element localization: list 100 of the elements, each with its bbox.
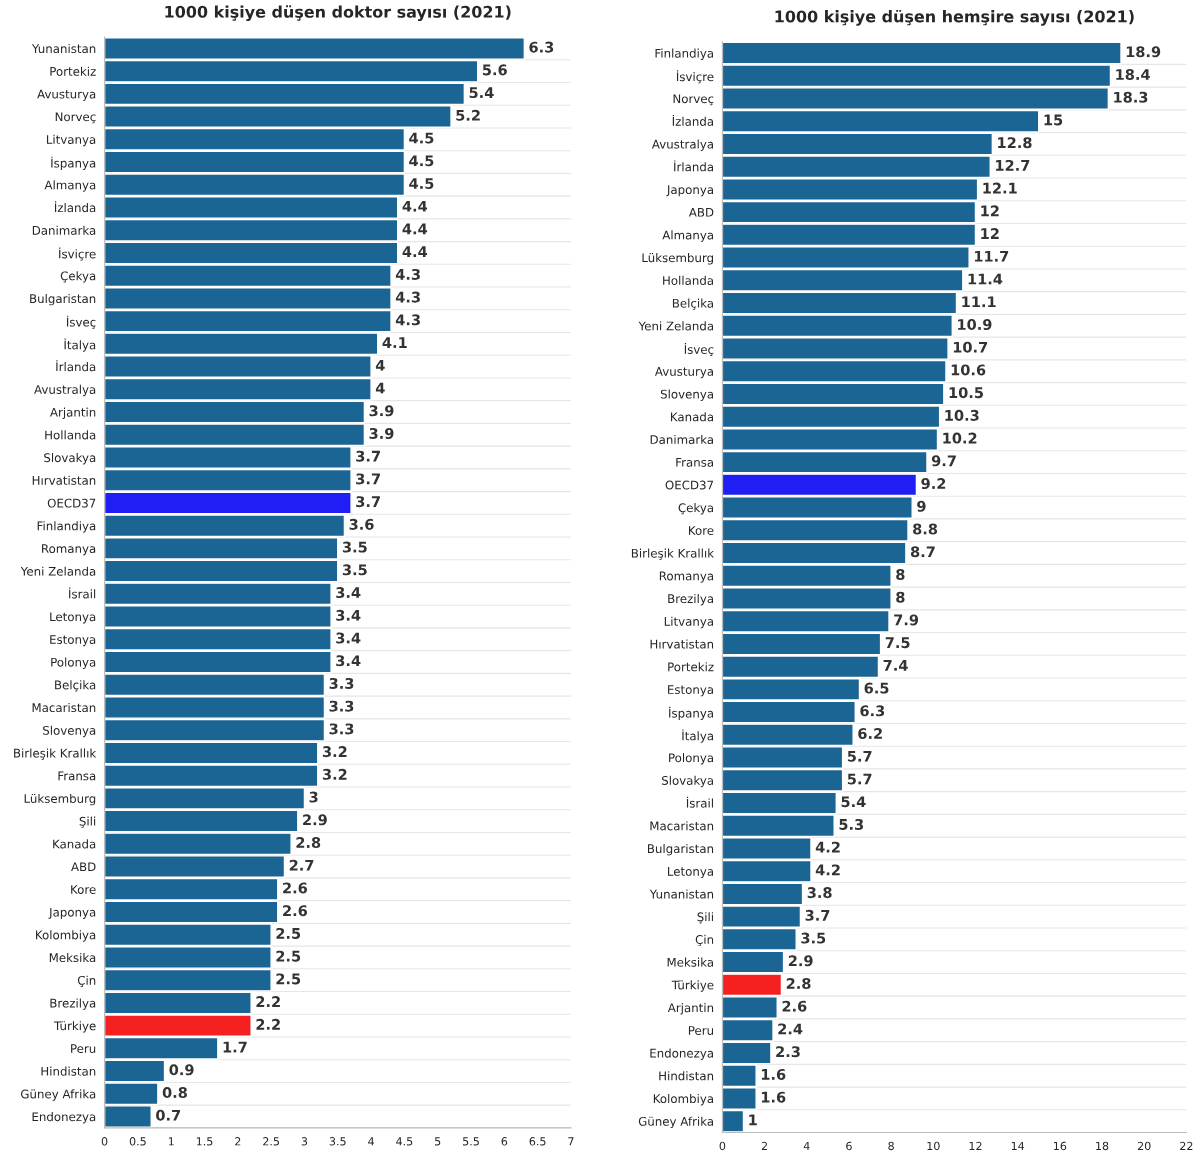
y-tick-label: İrlanda <box>56 360 96 372</box>
data-label: 4.3 <box>395 268 420 280</box>
y-tick-label: Kolombiya <box>36 930 96 942</box>
x-tick-label: 6 <box>846 1141 852 1151</box>
data-label: 3.7 <box>356 496 380 508</box>
y-tick-label: Norveç <box>55 112 96 124</box>
y-tick-label: Çin <box>695 934 714 947</box>
y-tick-label: Lüksemburg <box>24 793 96 806</box>
y-tick-label: OECD37 <box>665 480 714 490</box>
y-tick-label: ABD <box>71 862 96 872</box>
y-tick-label: Endonezya <box>32 1112 96 1124</box>
y-tick-label: İzlanda <box>672 114 713 126</box>
y-tick-label: Letonya <box>668 867 713 879</box>
data-label: 18.9 <box>1126 46 1161 58</box>
data-label: 9.2 <box>921 478 946 490</box>
data-label: 4.3 <box>395 291 420 303</box>
y-tick-label: Yeni Zelanda <box>20 566 96 576</box>
x-tick-label: 4.5 <box>396 1137 413 1146</box>
y-tick-label: İsveç <box>67 315 96 329</box>
data-label: 10.6 <box>951 364 986 376</box>
data-label: 0.9 <box>169 1064 194 1076</box>
data-label: 4.5 <box>409 155 434 167</box>
x-tick-label: 22 <box>1180 1141 1193 1150</box>
x-tick-label: 2 <box>235 1137 241 1146</box>
x-tick-label: 10 <box>927 1141 940 1151</box>
y-tick-label: OECD37 <box>47 498 96 508</box>
data-label: 3.6 <box>349 518 374 530</box>
data-label: 5.7 <box>847 750 872 762</box>
y-tick-label: Lüksemburg <box>642 253 713 265</box>
x-tick-label: 18 <box>1096 1141 1109 1151</box>
y-tick-label: Yunanistan <box>649 889 714 899</box>
y-tick-label: Hindistan <box>41 1066 96 1076</box>
data-label: 11.4 <box>968 273 1003 285</box>
y-tick-label: İzlanda <box>54 201 96 213</box>
y-tick-label: Meksika <box>49 952 96 963</box>
x-tick-label: 16 <box>1053 1141 1067 1151</box>
y-tick-label: Belçika <box>55 680 96 692</box>
y-tick-label: İsviçre <box>676 70 714 84</box>
y-tick-label: Çin <box>77 975 96 987</box>
x-tick-label: 1.5 <box>196 1137 213 1146</box>
data-label: 4.1 <box>382 337 407 348</box>
x-tick-label: 20 <box>1137 1141 1151 1151</box>
y-tick-label: Finlandiya <box>655 48 713 60</box>
data-label: 4.5 <box>409 178 434 189</box>
y-tick-label: Şili <box>79 816 96 828</box>
data-label: 3.5 <box>342 564 367 576</box>
y-tick-label: Birleşik Krallık <box>14 748 97 760</box>
y-tick-label: Güney Afrika <box>20 1089 96 1101</box>
y-tick-label: Estonya <box>668 685 713 697</box>
data-label: 5.7 <box>847 773 872 785</box>
y-tick-label: İsrail <box>686 796 713 808</box>
data-label: 4.2 <box>815 841 840 853</box>
data-label: 4.4 <box>402 200 428 212</box>
data-label: 5.3 <box>839 818 864 830</box>
data-label: 3.3 <box>329 677 354 689</box>
y-tick-label: Hindistan <box>659 1071 714 1081</box>
y-tick-label: Bulgaristan <box>648 843 714 856</box>
data-label: 2.5 <box>276 950 301 962</box>
data-label: 10.3 <box>945 409 979 421</box>
data-label: 3.4 <box>336 609 361 621</box>
x-tick-label: 14 <box>1011 1141 1025 1150</box>
data-label: 3.2 <box>322 768 347 780</box>
data-label: 4.3 <box>395 314 420 326</box>
y-tick-label: Brezilya <box>668 593 713 606</box>
y-tick-label: Danimarka <box>650 434 713 445</box>
data-label: 2.2 <box>256 1018 280 1030</box>
data-label: 3.7 <box>805 909 830 921</box>
data-label: 2.8 <box>786 978 811 990</box>
y-tick-label: Hollanda <box>45 430 96 440</box>
y-tick-label: Yeni Zelanda <box>638 321 713 331</box>
x-tick-label: 8 <box>888 1141 894 1151</box>
data-label: 4 <box>375 382 385 394</box>
data-label: 11.1 <box>962 296 996 308</box>
data-label: 1.6 <box>761 1091 786 1103</box>
y-tick-label: Şili <box>697 912 713 924</box>
data-label: 5.4 <box>469 87 494 99</box>
data-label: 18.3 <box>1114 91 1148 103</box>
data-label: 4.2 <box>815 864 840 876</box>
data-label: 12.8 <box>998 137 1032 149</box>
data-label: 2.5 <box>276 927 301 939</box>
y-tick-label: Fransa <box>676 457 713 467</box>
y-tick-label: İspanya <box>51 156 96 170</box>
data-label: 12.7 <box>996 159 1030 171</box>
y-tick-label: Türkiye <box>671 980 714 992</box>
data-label: 8 <box>896 591 905 603</box>
y-tick-label: İsveç <box>684 343 714 357</box>
data-label: 5.6 <box>482 64 507 76</box>
x-tick-label: 5.5 <box>463 1137 479 1146</box>
data-label: 2.5 <box>276 973 301 985</box>
y-tick-label: Avusturya <box>37 89 96 101</box>
y-tick-label: Yunanistan <box>31 43 96 54</box>
data-label: 12 <box>981 205 999 217</box>
y-tick-label: Bulgaristan <box>30 293 96 306</box>
data-label: 3.5 <box>801 932 826 944</box>
data-label: 3.4 <box>336 655 361 667</box>
data-label: 2.9 <box>303 814 327 826</box>
y-tick-label: Almanya <box>44 180 96 192</box>
x-tick-label: 2 <box>761 1141 767 1150</box>
x-tick-label: 4 <box>803 1141 810 1150</box>
data-label: 3.4 <box>336 632 361 644</box>
